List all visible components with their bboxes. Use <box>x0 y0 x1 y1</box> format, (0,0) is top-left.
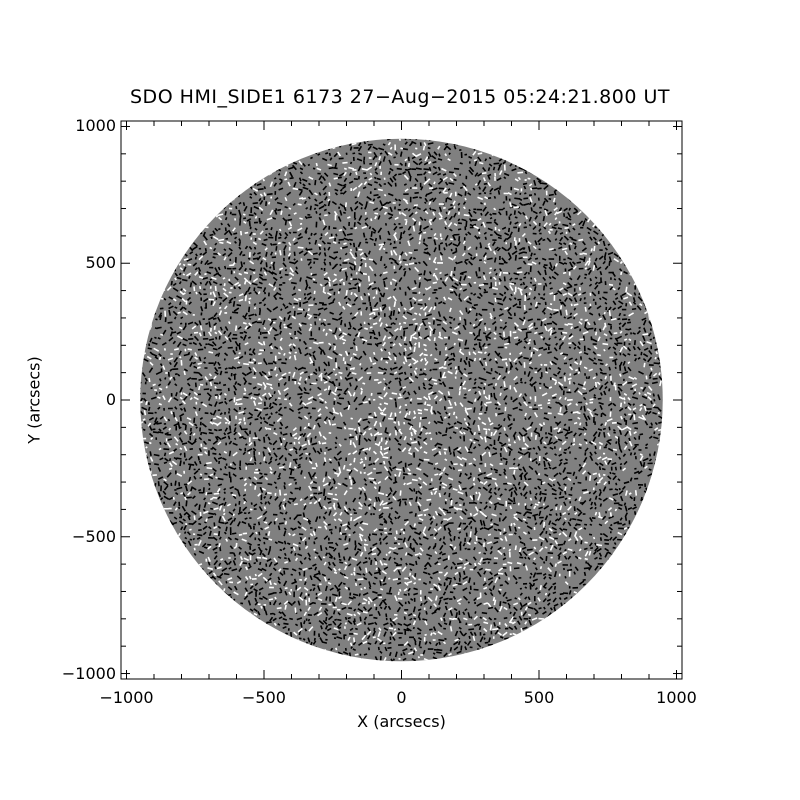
y-tick-label: 500 <box>85 253 116 273</box>
x-axis-title: X (arcsecs) <box>357 712 446 731</box>
plot-frame <box>120 120 683 680</box>
x-tick-label: 500 <box>523 688 555 707</box>
y-tick-label: 0 <box>105 390 116 409</box>
vector-field-texture <box>140 138 663 662</box>
x-tick-label: 0 <box>396 688 407 707</box>
solar-disk <box>140 138 663 662</box>
y-axis-title: Y (arcsecs) <box>24 356 44 444</box>
disk-background <box>140 138 663 662</box>
x-tick-label: −500 <box>242 688 286 707</box>
y-tick-label: 1000 <box>75 116 116 136</box>
x-tick-label: 1000 <box>656 688 697 707</box>
y-tick-label: −1000 <box>61 663 116 683</box>
y-tick-label: −500 <box>72 526 116 546</box>
x-tick-label: −1000 <box>99 688 154 707</box>
plot-title: SDO HMI_SIDE1 6173 27−Aug−2015 05:24:21.… <box>130 86 670 108</box>
